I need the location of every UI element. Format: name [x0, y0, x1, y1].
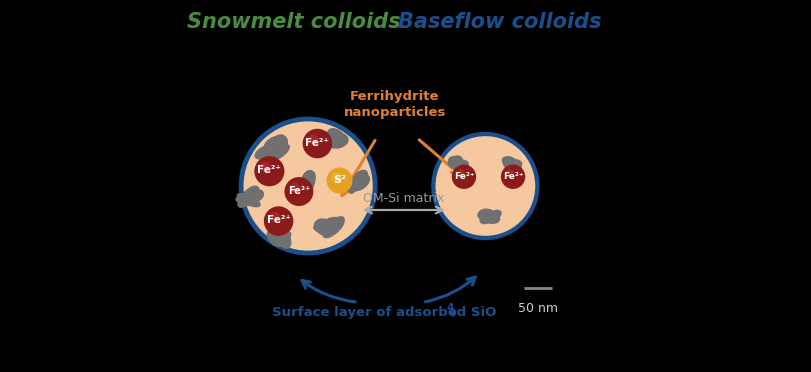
Ellipse shape — [351, 174, 370, 191]
Text: Fe²⁺: Fe²⁺ — [266, 215, 290, 225]
Ellipse shape — [266, 228, 286, 247]
Ellipse shape — [321, 217, 343, 233]
Circle shape — [243, 121, 372, 251]
Ellipse shape — [327, 132, 348, 148]
Ellipse shape — [478, 212, 495, 224]
Ellipse shape — [264, 144, 290, 162]
Ellipse shape — [237, 188, 257, 208]
Text: OM-Si matrix: OM-Si matrix — [363, 192, 444, 205]
Ellipse shape — [300, 171, 315, 187]
Ellipse shape — [313, 218, 334, 235]
Circle shape — [451, 164, 475, 189]
Ellipse shape — [350, 170, 368, 189]
Circle shape — [303, 129, 332, 158]
Circle shape — [254, 156, 284, 186]
Text: Fe²⁺: Fe²⁺ — [502, 171, 522, 181]
Circle shape — [500, 164, 525, 189]
Ellipse shape — [320, 130, 343, 145]
Ellipse shape — [507, 157, 521, 171]
Ellipse shape — [275, 227, 291, 249]
Ellipse shape — [323, 131, 341, 148]
Ellipse shape — [247, 189, 264, 203]
Ellipse shape — [481, 211, 500, 224]
Ellipse shape — [254, 142, 283, 160]
Ellipse shape — [236, 193, 260, 207]
Ellipse shape — [235, 195, 259, 206]
Ellipse shape — [453, 160, 469, 173]
Ellipse shape — [266, 134, 287, 160]
Ellipse shape — [477, 209, 494, 221]
Text: 50 nm: 50 nm — [517, 302, 557, 315]
Ellipse shape — [270, 222, 286, 247]
Ellipse shape — [478, 209, 496, 222]
Ellipse shape — [322, 216, 345, 238]
Circle shape — [504, 169, 513, 177]
Circle shape — [431, 132, 539, 240]
Circle shape — [284, 177, 313, 206]
Ellipse shape — [267, 230, 291, 242]
Circle shape — [435, 136, 534, 236]
Ellipse shape — [447, 156, 462, 168]
Circle shape — [260, 162, 270, 172]
Ellipse shape — [348, 173, 361, 194]
Text: Fe²⁺: Fe²⁺ — [305, 138, 329, 148]
Text: 4: 4 — [445, 304, 453, 314]
Text: Fe²⁺: Fe²⁺ — [257, 166, 281, 176]
Ellipse shape — [448, 155, 462, 169]
Ellipse shape — [263, 135, 287, 155]
Ellipse shape — [504, 159, 521, 169]
Circle shape — [238, 116, 377, 256]
Text: +: + — [448, 309, 457, 318]
Circle shape — [326, 167, 352, 193]
Ellipse shape — [300, 170, 315, 189]
Text: S²: S² — [333, 175, 345, 185]
Text: Fe²⁺: Fe²⁺ — [287, 186, 310, 196]
Ellipse shape — [322, 134, 344, 149]
Ellipse shape — [264, 136, 288, 154]
Ellipse shape — [483, 210, 501, 223]
Circle shape — [307, 134, 318, 145]
Ellipse shape — [327, 128, 344, 143]
Ellipse shape — [503, 159, 519, 171]
Text: Ferrihydrite
nanoparticles: Ferrihydrite nanoparticles — [343, 90, 445, 119]
Ellipse shape — [501, 156, 517, 170]
Circle shape — [290, 182, 299, 193]
Text: Snowmelt colloids: Snowmelt colloids — [187, 13, 400, 32]
Text: Surface layer of adsorbed SiO: Surface layer of adsorbed SiO — [272, 306, 496, 319]
Ellipse shape — [449, 158, 464, 166]
Ellipse shape — [312, 223, 337, 234]
Ellipse shape — [302, 176, 315, 195]
Ellipse shape — [269, 227, 288, 245]
Ellipse shape — [346, 175, 367, 193]
Text: Baseflow colloids: Baseflow colloids — [398, 13, 601, 32]
Ellipse shape — [294, 174, 311, 193]
Ellipse shape — [239, 186, 259, 206]
Circle shape — [269, 212, 279, 222]
Ellipse shape — [302, 170, 315, 191]
Ellipse shape — [351, 171, 363, 188]
Ellipse shape — [503, 156, 517, 169]
Ellipse shape — [448, 156, 463, 167]
Ellipse shape — [315, 220, 337, 236]
Circle shape — [331, 172, 340, 182]
Circle shape — [264, 206, 293, 236]
Circle shape — [456, 169, 464, 177]
Text: Fe²⁺: Fe²⁺ — [453, 171, 474, 181]
